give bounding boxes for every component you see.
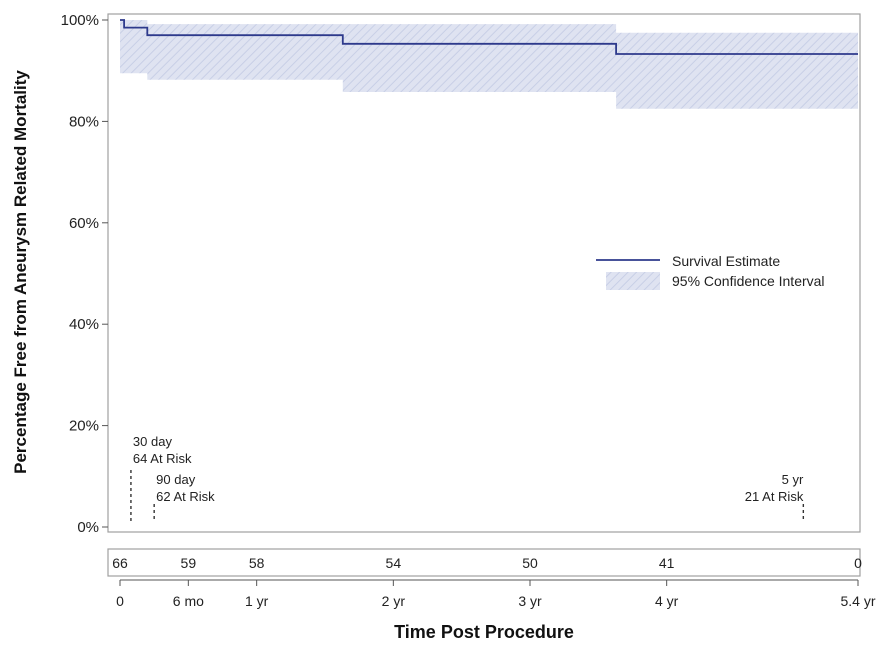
y-tick-label: 40%	[69, 316, 99, 333]
at-risk-count: 41	[659, 555, 675, 571]
time-marker-label: 62 At Risk	[156, 489, 215, 504]
legend-label-survival: Survival Estimate	[672, 253, 780, 269]
at-risk-count: 0	[854, 555, 862, 571]
at-risk-table: 66 59 58 54 50 41 0	[107, 548, 862, 577]
time-marker-label: 64 At Risk	[133, 451, 192, 466]
time-marker-label: 90 day	[156, 472, 196, 487]
at-risk-count: 66	[112, 555, 128, 571]
legend-label-ci: 95% Confidence Interval	[672, 273, 825, 289]
survival-line-layer	[120, 19, 858, 55]
x-tick-label: 4 yr	[655, 593, 679, 609]
y-axis-title: Percentage Free from Aneurysm Related Mo…	[11, 70, 30, 474]
confidence-band-layer	[120, 20, 858, 109]
y-tick-label: 60%	[69, 215, 99, 232]
plot-frame-layer	[107, 13, 861, 533]
x-tick-label: 3 yr	[518, 593, 542, 609]
at-risk-count: 58	[249, 555, 265, 571]
y-tick-label: 0%	[77, 519, 99, 536]
at-risk-count: 50	[522, 555, 538, 571]
at-risk-count: 59	[181, 555, 197, 571]
y-tick-label: 100%	[61, 12, 99, 29]
x-tick-label: 0	[116, 593, 124, 609]
time-marker-label: 21 At Risk	[745, 489, 804, 504]
x-tick-label: 5.4 yr	[840, 593, 875, 609]
legend: Survival Estimate 95% Confidence Interval	[596, 253, 825, 290]
at-risk-count: 54	[386, 555, 402, 571]
x-tick-label: 1 yr	[245, 593, 269, 609]
survival-line	[120, 19, 858, 55]
x-tick-label: 2 yr	[382, 593, 406, 609]
x-axis-title: Time Post Procedure	[394, 622, 574, 642]
time-marker-label: 5 yr	[782, 472, 804, 487]
axes-layer: 0% 20% 40% 60% 80% 100% Percentage Free from A…	[11, 12, 876, 642]
confidence-band	[120, 20, 858, 109]
time-marker-label: 30 day	[133, 434, 173, 449]
y-tick-label: 80%	[69, 113, 99, 130]
time-markers-layer: 30 day 64 At Risk 90 day 62 At Risk 5 yr 21 A…	[130, 434, 805, 522]
plot-frame	[107, 13, 861, 533]
x-tick-label: 6 mo	[173, 593, 204, 609]
legend-band-swatch	[606, 272, 660, 290]
y-tick-label: 20%	[69, 418, 99, 435]
at-risk-frame	[107, 548, 861, 577]
